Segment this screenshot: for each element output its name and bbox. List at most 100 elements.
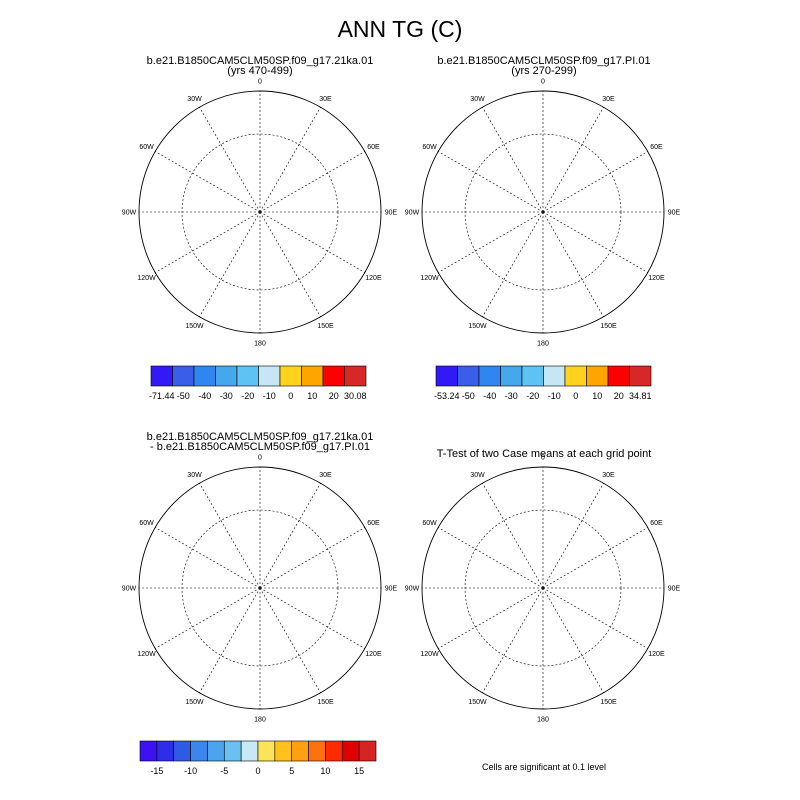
longitude-label: 180: [537, 717, 549, 724]
longitude-label: 120E: [365, 651, 382, 658]
meridian-line: [438, 527, 544, 589]
colorbar-label: 15: [354, 766, 364, 776]
panel3-title-line2: - b.e21.B1850CAM5CLM50SP.f09_g17.PI.01: [150, 441, 370, 453]
longitude-label: 60W: [139, 520, 154, 527]
colorbar-label: -50: [177, 391, 190, 401]
polar-grid-panel2: 0 30E 60E 90E 120E 150E 180 150W 120W 90W 60W 30W: [405, 79, 681, 348]
colorbar-1: -71.44 -50 -40 -30 -20 -10 0 10 20 30.08: [149, 365, 367, 401]
colorbar-swatch: [607, 365, 630, 387]
panel2-halo-fill: [443, 124, 645, 292]
colorbar-label: 10: [307, 391, 317, 401]
colorbar-swatch: [193, 365, 216, 387]
colorbar-swatch: [344, 365, 367, 387]
colorbar-label: 0: [573, 391, 578, 401]
colorbar-label: 20: [329, 391, 339, 401]
colorbar-swatch: [322, 365, 345, 387]
colorbar-swatch: [207, 740, 225, 762]
panel1-title-line2: (yrs 470-499): [227, 65, 293, 77]
meridian-line: [542, 107, 604, 213]
map-panel-difference: [150, 504, 358, 670]
longitude-label: 60E: [367, 520, 380, 527]
meridian-line: [482, 211, 544, 317]
colorbar-swatch: [236, 365, 259, 387]
panel1-ross-shelf: [254, 252, 280, 278]
longitude-label: 30W: [187, 472, 202, 479]
colorbar-swatch: [564, 365, 587, 387]
colorbar-swatch: [457, 365, 480, 387]
panel1-title-line1: b.e21.B1850CAM5CLM50SP.f09_g17.21ka.01: [146, 55, 374, 67]
longitude-label: 120W: [420, 275, 439, 282]
longitude-label: 120E: [648, 651, 665, 658]
colorbar-swatch: [291, 740, 309, 762]
meridian-line: [155, 527, 261, 589]
figure-title: ANN TG (C): [337, 16, 463, 42]
meridian-line: [542, 211, 648, 273]
colorbar-label: 10: [320, 766, 330, 776]
meridian-line: [482, 483, 544, 589]
panel4-title: T-Test of two Case means at each grid po…: [436, 448, 652, 460]
colorbar-swatch: [173, 740, 191, 762]
panel3-peninsula-cold: [156, 530, 212, 574]
longitude-label: 150W: [468, 699, 487, 706]
colorbar-label: -10: [263, 391, 276, 401]
longitude-label: 150W: [468, 323, 487, 330]
colorbar-swatch: [325, 740, 343, 762]
longitude-label: 0: [258, 455, 262, 462]
panel2-cold-core: [551, 182, 601, 246]
longitude-label: 30E: [602, 472, 615, 479]
panel1-dark-interior: [212, 160, 322, 270]
longitude-label: 150W: [185, 323, 204, 330]
longitude-label: 30W: [187, 96, 202, 103]
panel2-peninsula-warm2: [453, 156, 457, 164]
meridian-line: [259, 587, 321, 693]
colorbar-3: -15 -10 -5 0 5 10 15: [139, 740, 377, 776]
colorbar-label: -71.44: [149, 391, 175, 401]
colorbar-swatch: [629, 365, 652, 387]
colorbar-swatch: [521, 365, 544, 387]
longitude-label: 120E: [365, 275, 382, 282]
longitude-label: 0: [541, 79, 545, 86]
meridian-line: [542, 211, 604, 317]
colorbar-swatch: [341, 740, 360, 762]
colorbar-swatch: [240, 740, 259, 762]
colorbar-swatch: [223, 740, 242, 762]
longitude-label: 30E: [319, 96, 332, 103]
meridian-line: [155, 151, 261, 213]
longitude-label: 90E: [385, 586, 398, 593]
longitude-label: 150W: [185, 699, 204, 706]
colorbar-label: -40: [483, 391, 496, 401]
colorbar-label: -30: [220, 391, 233, 401]
meridian-line: [482, 587, 544, 693]
colorbar-label: -20: [241, 391, 254, 401]
longitude-label: 150E: [317, 323, 334, 330]
colorbar-label: -30: [505, 391, 518, 401]
colorbar-swatch: [258, 365, 281, 387]
panel4-significant-cells: [433, 504, 641, 670]
longitude-label: 60W: [422, 520, 437, 527]
meridian-line: [542, 151, 648, 213]
colorbar-swatch: [478, 365, 501, 387]
longitude-label: 60W: [139, 144, 154, 151]
longitude-label: 120W: [420, 651, 439, 658]
meridian-line: [542, 587, 648, 649]
longitude-label: 30W: [470, 472, 485, 479]
longitude-label: 90E: [668, 210, 681, 217]
meridian-line: [199, 587, 261, 693]
longitude-label: 60E: [650, 520, 663, 527]
meridian-line: [438, 151, 544, 213]
colorbar-swatch: [139, 740, 158, 762]
colorbar-label: -50: [462, 391, 475, 401]
meridian-line: [199, 107, 261, 213]
polar-grid-panel1: 0 30E 60E 90E 120E 150E 180 150W 120W 90W 60W 30W: [122, 79, 398, 348]
map-panel-ttest: [433, 504, 641, 670]
colorbar-swatch: [150, 365, 173, 387]
meridian-line: [259, 107, 321, 213]
longitude-label: 180: [537, 341, 549, 348]
panel2-title-line1: b.e21.B1850CAM5CLM50SP.f09_g17.PI.01: [437, 55, 651, 67]
longitude-label: 30E: [319, 472, 332, 479]
panel3-ross-light: [246, 594, 262, 614]
longitude-label: 120E: [648, 275, 665, 282]
colorbar-swatch: [586, 365, 609, 387]
colorbar-label: 5: [289, 766, 294, 776]
